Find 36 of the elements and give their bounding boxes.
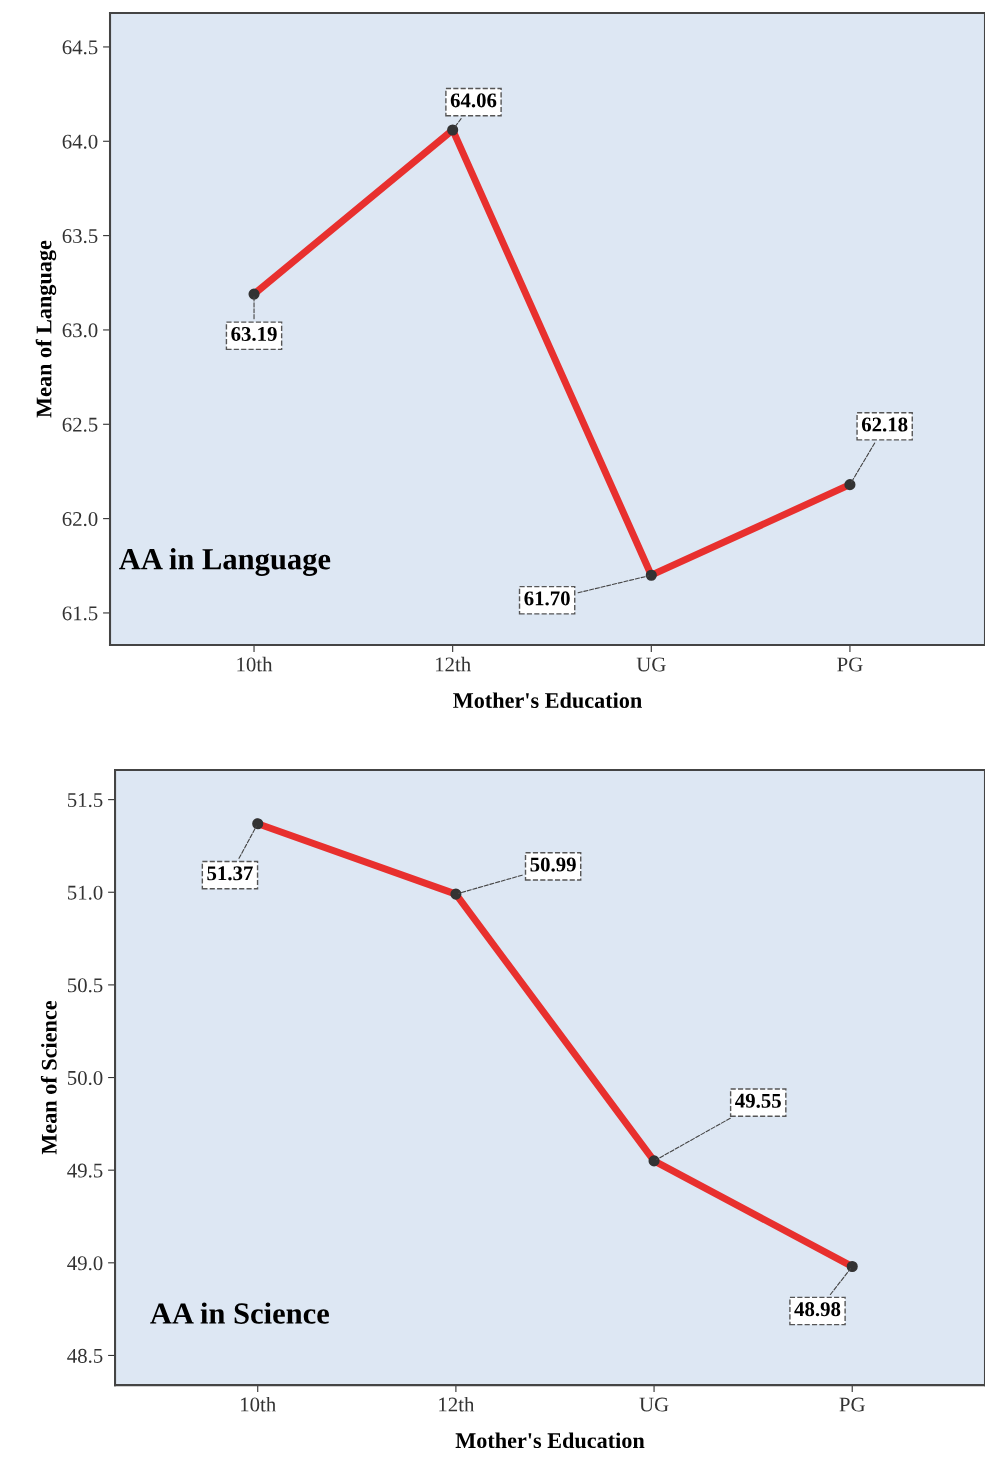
- y-tick-label: 62.5: [62, 417, 98, 432]
- x-tick-label: 10th: [237, 656, 273, 672]
- annotation: AA in Science: [150, 1302, 329, 1324]
- x-tick-label: 12th: [435, 656, 471, 672]
- y-tick-label: 49.5: [67, 1163, 103, 1178]
- x-tick-label: UG: [636, 657, 666, 672]
- y-tick-label: 62.0: [62, 511, 98, 527]
- text: 50.99: [530, 857, 576, 872]
- text: 64.06: [450, 93, 497, 108]
- x-tick-label: PG: [839, 1397, 865, 1412]
- y-tick-label: 50.0: [68, 1070, 103, 1086]
- text: 63.19: [231, 326, 277, 342]
- y-tick-label: 48.5: [67, 1348, 103, 1363]
- y-tick-label: 63.5: [62, 229, 98, 244]
- x-tick-label: 12th: [439, 1396, 475, 1412]
- y-tick-label: 49.0: [67, 1256, 103, 1271]
- x-axis-title: Mother's Education: [455, 1432, 645, 1449]
- y-tick-label: 51.5: [68, 793, 103, 808]
- y-tick-label: 63.0: [62, 323, 98, 338]
- annotation: AA in Language: [119, 547, 331, 576]
- text: 61.70: [524, 591, 570, 606]
- y-tick-label: 51.0: [68, 885, 103, 900]
- y-tick-label: 61.5: [62, 606, 98, 621]
- y-axis-title: Mean of Language: [35, 240, 57, 418]
- text: 51.37: [207, 866, 253, 881]
- x-axis-title: Mother's Education: [453, 692, 642, 709]
- x-tick-label: PG: [837, 657, 863, 672]
- x-tick-label: UG: [639, 1397, 669, 1412]
- y-tick-label: 64.5: [62, 40, 98, 55]
- x-tick-label: 10th: [241, 1396, 276, 1412]
- y-tick-label: 64.0: [62, 134, 98, 149]
- text: 48.98: [794, 1302, 841, 1317]
- text: 62.18: [861, 417, 908, 432]
- y-axis-title: Mean of Science: [40, 1000, 57, 1155]
- text: 49.55: [735, 1093, 781, 1108]
- y-tick-label: 50.5: [68, 978, 103, 993]
